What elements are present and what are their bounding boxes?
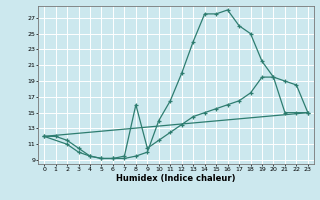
X-axis label: Humidex (Indice chaleur): Humidex (Indice chaleur) bbox=[116, 174, 236, 183]
